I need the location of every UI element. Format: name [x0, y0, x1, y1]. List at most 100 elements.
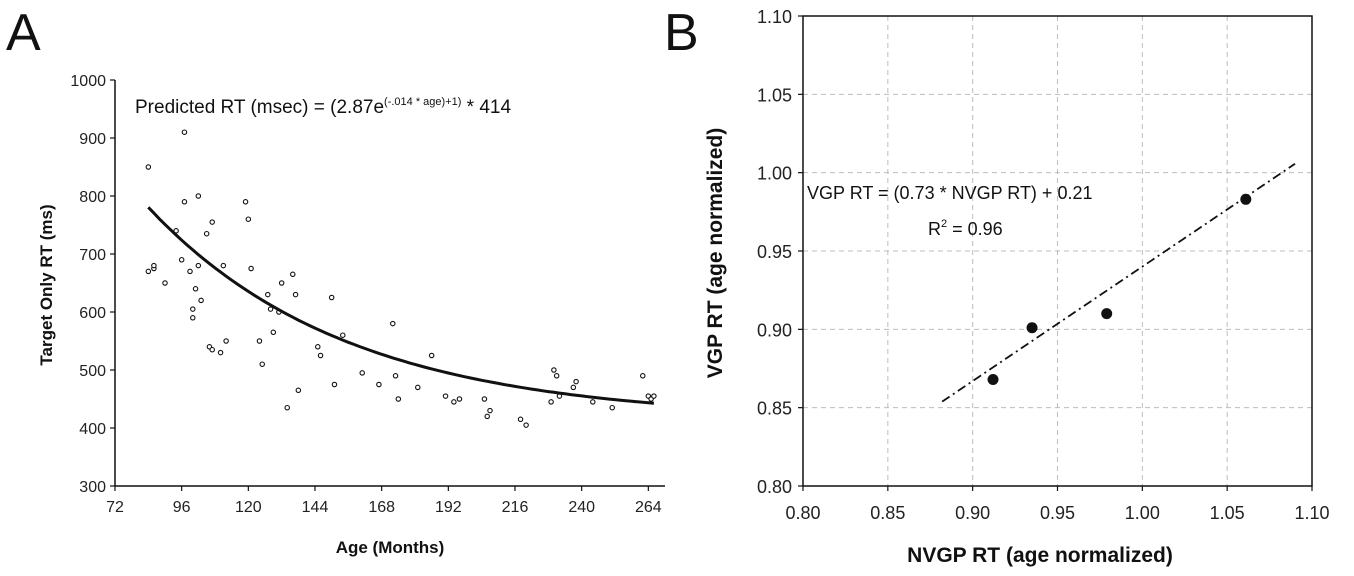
panel-a-data-point: [376, 381, 382, 388]
panel-a-data-point: [570, 384, 577, 391]
panel-b-y-tick-label: 1.00: [757, 164, 792, 184]
panel-a-letter: A: [6, 4, 41, 62]
panel-b-grid: [802, 15, 1313, 487]
panel-a-data-point: [456, 396, 463, 402]
panel-a-y-tick-label: 500: [79, 363, 106, 380]
panel-a-x-tick-label: 120: [235, 499, 262, 516]
panel-a-data-point: [390, 320, 396, 327]
panel-b-x-tick-label: 0.95: [1040, 503, 1075, 523]
panel-a-axes: [114, 80, 665, 487]
panel-a-y-tick-label: 1000: [70, 73, 106, 90]
panel-a-data-point: [284, 404, 290, 411]
panel-b-x-tick-label: 1.10: [1294, 503, 1329, 523]
panel-a-y-tick-label: 600: [79, 305, 106, 322]
panel-b-y-tick-label: 1.10: [757, 7, 792, 27]
panel-a-data-point: [265, 291, 271, 298]
panel-a-data-point: [259, 361, 265, 367]
panel-b-y-axis-label: VGP RT (age normalized): [704, 128, 727, 379]
panel-a-data-point: [340, 332, 346, 338]
panel-a-x-axis-label: Age (Months): [336, 538, 445, 557]
panel-a-data-point: [220, 262, 227, 269]
panel-b-data-point: [1101, 308, 1113, 320]
panel-b-letter: B: [664, 4, 699, 62]
panel-a-data-point: [267, 306, 274, 312]
panel-a-y-tick-label: 400: [79, 421, 106, 438]
panel-a-x-tick-label: 96: [173, 499, 191, 516]
panel-b-y-tick-label: 0.90: [757, 320, 792, 340]
panel-a-y-tick-label: 300: [79, 479, 106, 496]
panel-a-y-axis-label: Target Only RT (ms): [37, 204, 56, 365]
panel-a-x-tick-label: 216: [502, 499, 529, 516]
panel-a-data-point: [451, 399, 457, 405]
panel-a-data-point: [517, 416, 524, 423]
panel-a-data-point: [395, 396, 402, 402]
panel-a-data-point: [217, 349, 224, 356]
panel-a-data-point: [292, 291, 299, 298]
panel-b-data-point: [1026, 322, 1038, 334]
panel-b-x-tick-label: 0.90: [955, 503, 990, 523]
panel-b-y-tick-label: 0.95: [757, 242, 792, 262]
panel-b-data-point: [1240, 193, 1252, 205]
panel-a-data-point: [295, 387, 302, 394]
panel-a-data-point: [651, 393, 657, 399]
panel-a-x-tick-label: 264: [635, 499, 662, 516]
panel-b-r-squared: R2 = 0.96: [928, 218, 1003, 239]
panel-b-x-tick-label: 0.85: [870, 503, 905, 523]
panel-a-data-point: [195, 262, 202, 269]
panel-a-data-point: [278, 280, 285, 286]
panel-a-data-point: [181, 199, 188, 205]
panel-a-x-tick-label: 72: [106, 499, 124, 516]
panel-a-data-point: [178, 257, 185, 263]
panel-a-data-point: [190, 306, 196, 312]
panel-a-data-point: [548, 399, 554, 405]
panel-b-fit-line: [941, 162, 1296, 403]
panel-a-data-point: [328, 294, 335, 301]
panel-a-data-point: [190, 315, 196, 321]
panel-b-x-axis-label: NVGP RT (age normalized): [907, 544, 1173, 567]
panel-a-data-point: [245, 216, 252, 222]
panel-a-data-point: [198, 297, 204, 304]
panel-a-data-point: [415, 384, 421, 391]
panel-a-data-point: [209, 346, 215, 353]
panel-b-points: [987, 193, 1252, 385]
panel-b-data-point: [987, 373, 999, 385]
panel-b-x-tick-label: 1.05: [1210, 503, 1245, 523]
panel-a-data-point: [248, 265, 254, 272]
panel-a-data-point: [195, 193, 202, 199]
panel-a: A 72 96 120 144 168 192 216 240 2643004005006007…: [6, 4, 665, 557]
panel-a-x-tick-label: 240: [568, 499, 595, 516]
panel-a-x-tick-label: 192: [435, 499, 462, 516]
panel-a-data-point: [181, 129, 188, 135]
panel-a-fit-curve: [147, 206, 655, 405]
panel-a-data-point: [315, 344, 321, 350]
panel-a-data-point: [223, 338, 229, 344]
panel-b-equation: VGP RT = (0.73 * NVGP RT) + 0.21: [807, 183, 1092, 203]
panel-a-data-point: [553, 373, 560, 379]
panel-b-x-tick-label: 0.80: [785, 503, 820, 523]
panel-b-y-tick-label: 0.85: [757, 399, 792, 419]
panel-b-y-tick-label: 1.05: [757, 85, 792, 105]
panel-a-data-point: [487, 407, 493, 414]
panel-a-data-point: [573, 378, 579, 385]
panel-a-data-point: [640, 373, 646, 379]
panel-a-data-point: [256, 338, 263, 344]
panel-a-data-point: [145, 268, 152, 275]
panel-a-data-point: [151, 262, 157, 269]
panel-a-ticks: 72 96 120 144 168 192 216 240 264 300 400 500 600 700…: [70, 73, 661, 516]
panel-a-data-point: [428, 352, 435, 359]
panel-a-data-point: [270, 329, 277, 336]
panel-a-data-point: [523, 422, 529, 428]
panel-b-x-tick-label: 1.00: [1125, 503, 1160, 523]
panel-a-data-point: [209, 219, 215, 225]
panel-a-data-point: [317, 352, 324, 359]
panel-a-data-point: [442, 393, 449, 399]
panel-a-data-point: [290, 271, 296, 278]
panel-a-x-tick-label: 144: [302, 499, 329, 516]
panel-a-data-point: [359, 370, 365, 376]
panel-a-data-point: [162, 280, 168, 286]
panel-a-y-tick-label: 700: [79, 247, 106, 264]
panel-a-data-point: [590, 399, 596, 405]
panel-a-data-point: [484, 413, 490, 420]
panel-a-y-tick-label: 900: [79, 131, 106, 148]
panel-b: B 0.80 0.85 0.90 0.95 1.00 1.05 1.100.800.850.…: [664, 4, 1330, 567]
